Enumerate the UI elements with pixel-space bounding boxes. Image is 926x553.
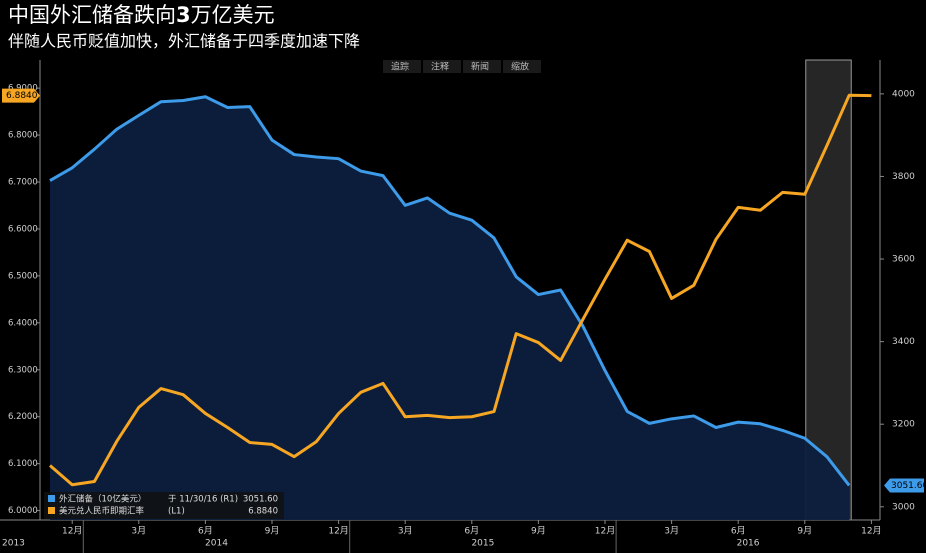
y-tick-label: 6.2000: [8, 412, 38, 422]
chart-title: 中国外汇储备跌向3万亿美元: [8, 3, 275, 27]
x-tick-label: 9月: [531, 526, 546, 537]
x-tick-label: 12月: [328, 526, 348, 537]
legend-swatch: [48, 495, 55, 502]
y2-tick-label: 3600: [892, 255, 915, 265]
y2-tick-label: 4000: [892, 89, 915, 99]
toolbar-label: 新闻: [471, 61, 489, 73]
x-tick-label: 3月: [664, 526, 679, 537]
value-tag: [2, 88, 40, 103]
y-tick-label: 6.9000: [8, 84, 38, 94]
legend-box: [44, 492, 284, 519]
legend-note: (L1): [168, 507, 185, 517]
toolbar-label: 注释: [431, 61, 449, 73]
value-label: 6.8840: [6, 91, 38, 101]
x-tick-label: 6月: [198, 526, 213, 537]
y-tick-label: 6.6000: [8, 224, 38, 234]
y-tick-label: 6.5000: [8, 271, 38, 281]
year-label: 2016: [737, 539, 760, 549]
legend-label: 美元兑人民币即期汇率: [59, 506, 145, 517]
chart-subtitle: 伴随人民币贬值加快，外汇储备于四季度加速下降: [8, 32, 360, 51]
toolbar-label: 缩放: [511, 61, 529, 73]
x-tick-label: 3月: [131, 526, 146, 537]
toolbar-button[interactable]: 新闻: [463, 60, 501, 73]
toolbar-bg: [383, 60, 421, 73]
y-tick-label: 6.4000: [8, 318, 38, 328]
x-tick-label: 3月: [398, 526, 413, 537]
toolbar-label: 追踪: [391, 61, 409, 73]
toolbar-bg: [463, 60, 501, 73]
x-tick-label: 9月: [265, 526, 280, 537]
value-label: 3051.60: [891, 481, 926, 491]
toolbar-button[interactable]: 缩放: [503, 60, 541, 73]
toolbar-bg: [423, 60, 461, 73]
toolbar-button[interactable]: 注释: [423, 60, 461, 73]
x-tick-label: 12月: [861, 526, 881, 537]
y-tick-label: 6.3000: [8, 365, 38, 375]
legend-value: 6.8840: [248, 507, 278, 517]
x-tick-label: 12月: [595, 526, 615, 537]
legend-swatch: [48, 507, 55, 514]
x-tick-label: 6月: [464, 526, 479, 537]
y2-tick-label: 3000: [892, 502, 915, 512]
x-tick-label: 9月: [797, 526, 812, 537]
y2-tick-label: 3200: [892, 420, 915, 430]
y-tick-label: 6.1000: [8, 459, 38, 469]
value-tag: [884, 478, 924, 493]
legend-note: 于 11/30/16 (R1): [168, 495, 238, 505]
legend-value: 3051.60: [243, 495, 278, 505]
legend-label: 外汇储备（10亿美元）: [59, 494, 146, 505]
year-label: 2015: [471, 539, 494, 549]
toolbar-button[interactable]: 追踪: [383, 60, 421, 73]
y2-tick-label: 3400: [892, 337, 915, 347]
y-tick-label: 6.7000: [8, 178, 38, 188]
line: [49, 95, 851, 487]
year-label: 2014: [205, 539, 228, 549]
y2-tick-label: 3800: [892, 172, 915, 182]
x-tick-label: 12月: [62, 526, 82, 537]
year-label: 2013: [2, 539, 25, 549]
x-tick-label: 6月: [731, 526, 746, 537]
y-tick-label: 6.8000: [8, 131, 38, 141]
area: [50, 96, 850, 520]
toolbar-bg: [503, 60, 541, 73]
y-tick-label: 6.0000: [8, 506, 38, 516]
line: [49, 93, 872, 487]
